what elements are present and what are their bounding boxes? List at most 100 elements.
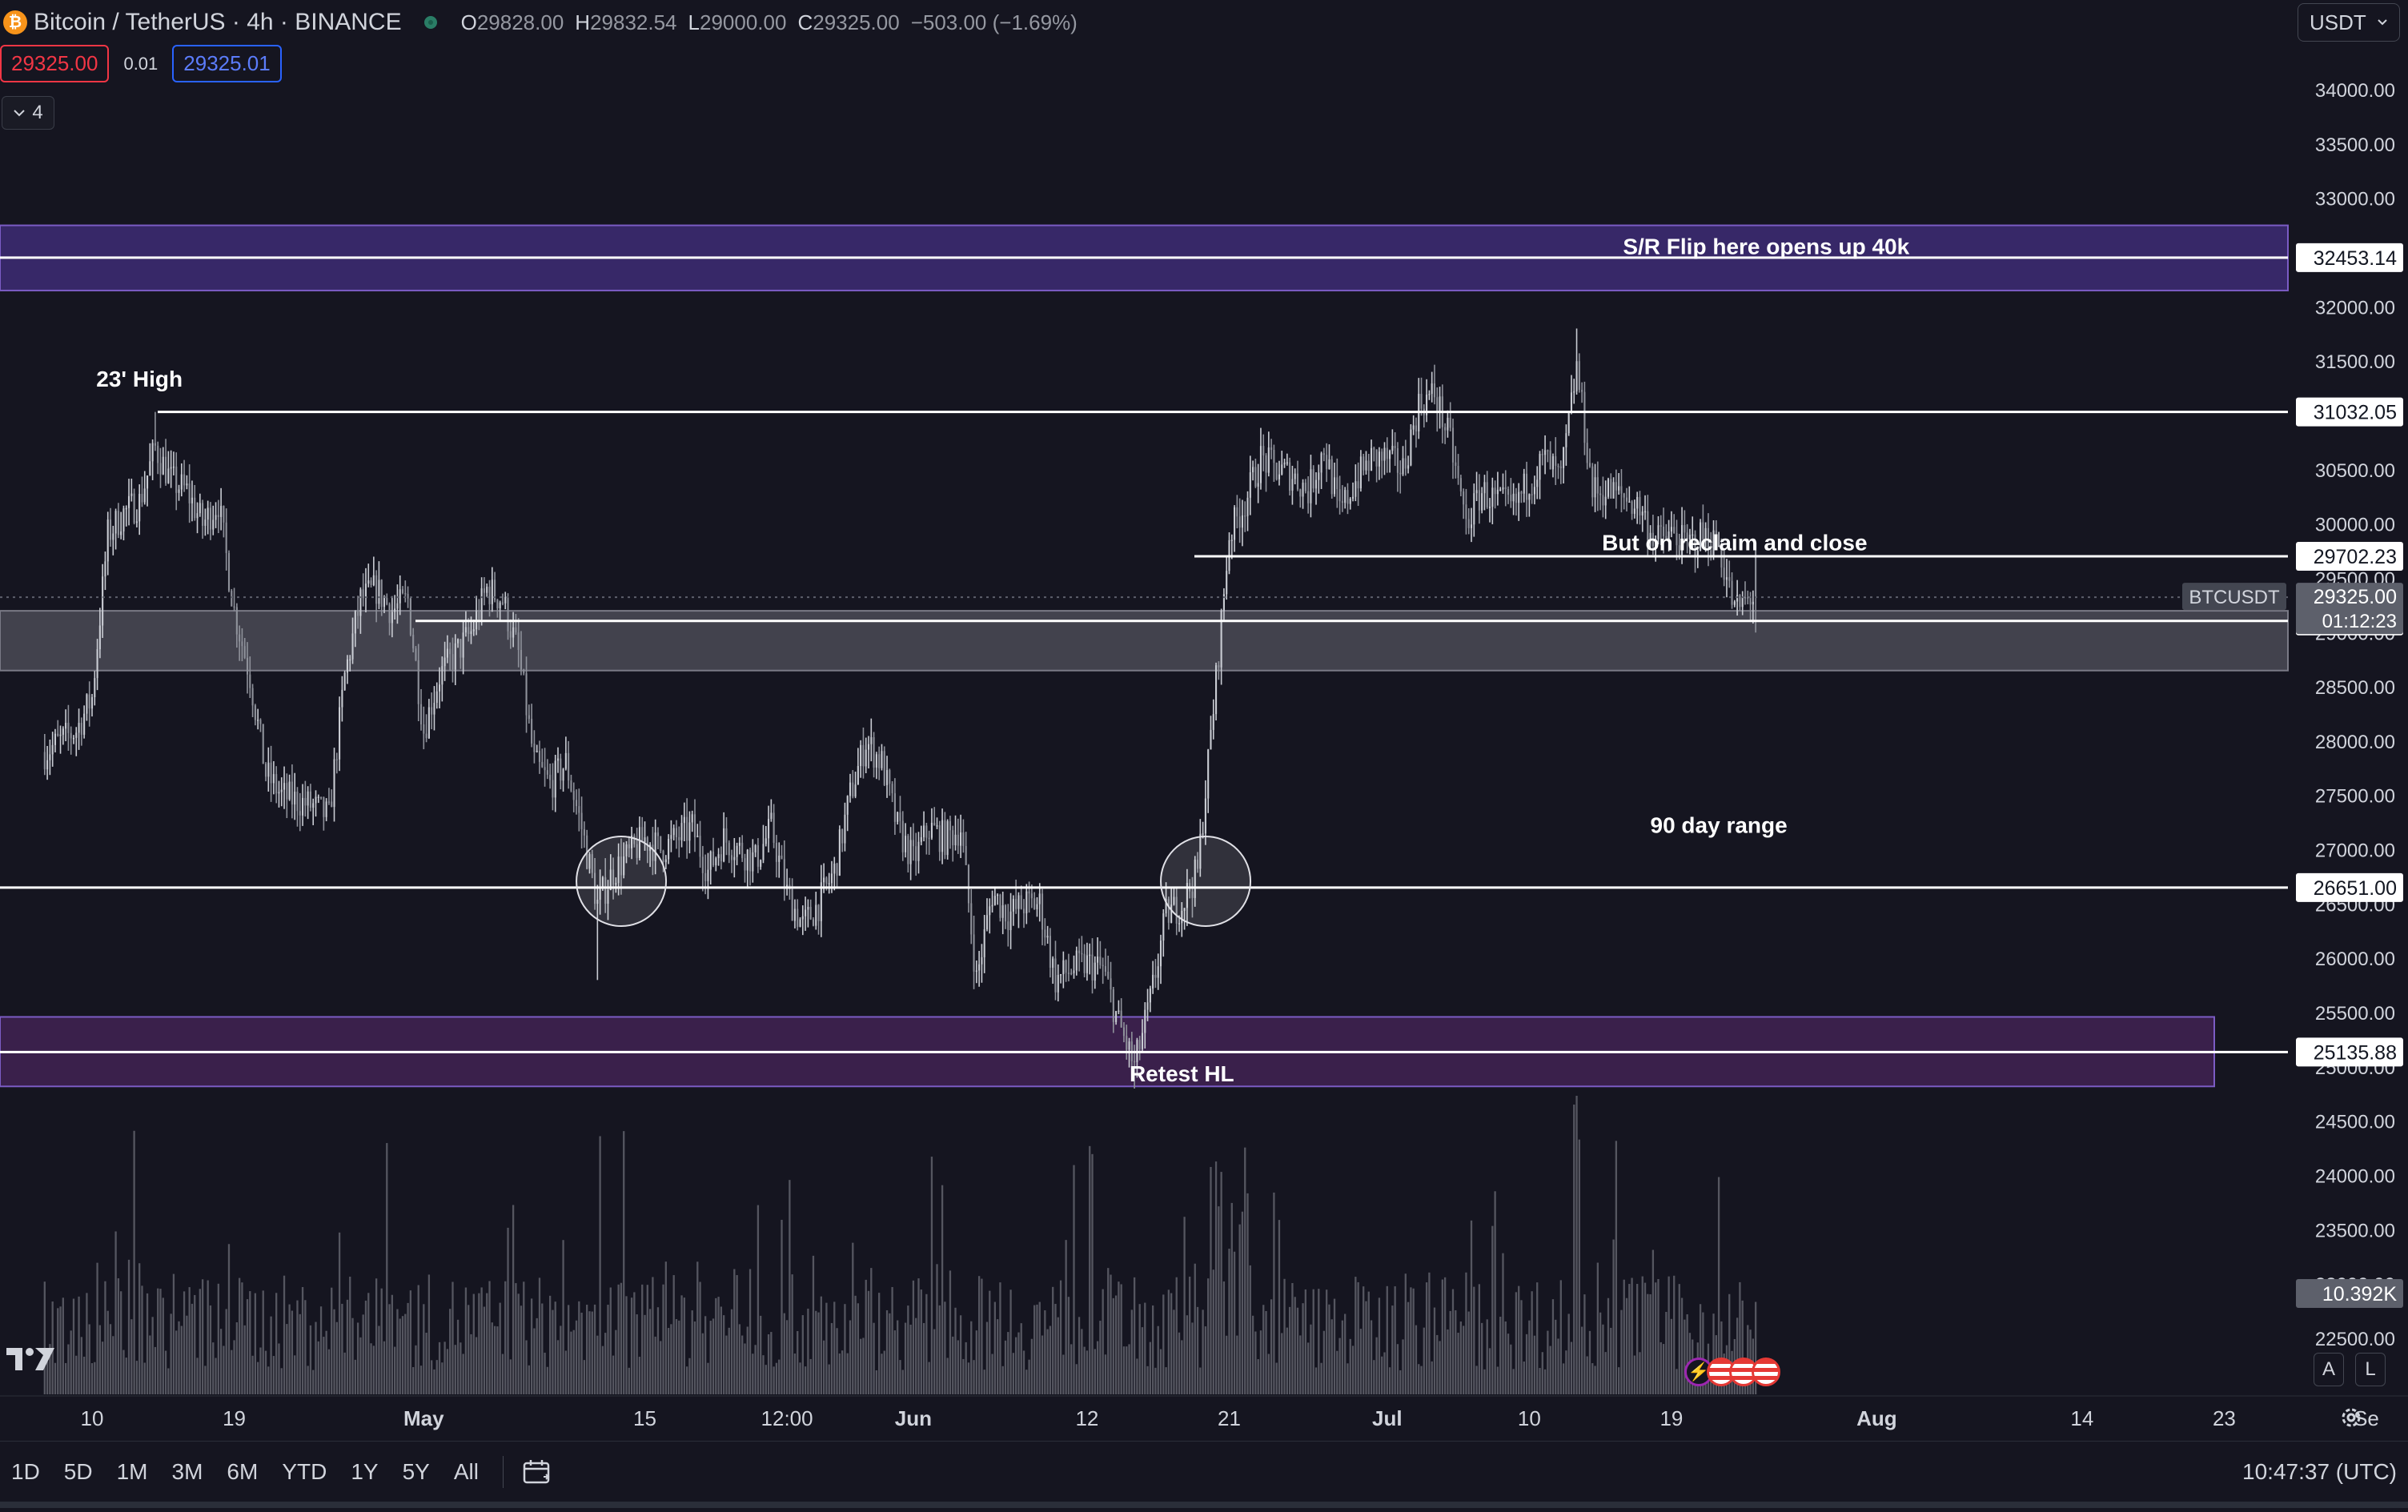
volume-bar — [235, 1321, 239, 1394]
auto-scale-button[interactable]: A — [2314, 1353, 2344, 1386]
candle-body — [186, 483, 188, 486]
candle-body — [170, 467, 172, 469]
tradingview-logo-icon[interactable] — [5, 1343, 58, 1375]
volume-bar — [601, 1346, 604, 1394]
candle-body — [773, 812, 775, 843]
range-button-5d[interactable]: 5D — [63, 1459, 93, 1484]
buy-button[interactable]: 29325.01 — [172, 45, 282, 82]
volume-bar — [623, 1131, 625, 1394]
volume-bar — [64, 1362, 67, 1394]
volume-bar — [604, 1333, 607, 1394]
volume-bar — [870, 1268, 873, 1394]
sell-button[interactable]: 29325.00 — [0, 45, 110, 82]
volume-bar — [1336, 1350, 1338, 1394]
utc-clock[interactable]: 10:47:37 (UTC) — [2242, 1459, 2397, 1484]
price-tick-label: 28500.00 — [2315, 677, 2395, 699]
candle-body — [1041, 893, 1044, 930]
economic-events[interactable]: ⚡ — [1684, 1358, 1780, 1386]
candle-body — [1404, 458, 1407, 469]
candle-body — [812, 919, 815, 926]
us-flag-icon[interactable] — [1752, 1358, 1780, 1386]
candle-body — [1596, 477, 1599, 494]
candle-body — [917, 841, 920, 861]
range-button-1m[interactable]: 1M — [116, 1459, 148, 1484]
symbol-title[interactable]: Bitcoin / TetherUS · 4h · BINANCE — [34, 9, 402, 35]
candle-body — [1670, 527, 1672, 532]
candle-body — [1246, 497, 1249, 516]
market-status-icon[interactable] — [423, 16, 437, 29]
volume-bar — [491, 1322, 493, 1394]
volume-bar — [1128, 1344, 1130, 1394]
range-button-1d[interactable]: 1D — [11, 1459, 40, 1484]
volume-bar — [1465, 1272, 1467, 1394]
volume-bar — [1583, 1294, 1586, 1394]
candle-body — [433, 703, 435, 715]
volume-bar — [830, 1322, 833, 1394]
volume-bar — [151, 1317, 154, 1394]
volume-bar — [359, 1337, 362, 1394]
volume-bar — [127, 1259, 130, 1394]
candle-body — [280, 789, 283, 792]
candle-body — [1704, 527, 1707, 539]
candle-body — [1660, 525, 1662, 527]
volume-bar — [1214, 1161, 1218, 1394]
range-button-1y[interactable]: 1Y — [351, 1459, 379, 1484]
candle-body — [1083, 953, 1086, 973]
volume-bar — [472, 1293, 475, 1394]
level-price-tag — [2296, 243, 2403, 272]
range-button-ytd[interactable]: YTD — [282, 1459, 327, 1484]
gear-icon[interactable] — [2338, 1404, 2365, 1431]
time-tick-label: May — [403, 1406, 444, 1430]
volume-bar — [451, 1281, 454, 1394]
candle-body — [973, 934, 975, 972]
volume-bar — [920, 1289, 922, 1394]
candle-body — [1639, 496, 1641, 515]
volume-bar — [752, 1354, 754, 1394]
candle-body — [862, 744, 865, 767]
candle-body — [893, 793, 896, 822]
calendar-icon[interactable] — [523, 1459, 552, 1485]
candle-body — [783, 859, 785, 888]
volume-bar — [270, 1316, 272, 1394]
trade-prices: 29325.00 0.01 29325.01 — [0, 45, 282, 82]
indicators-toggle-button[interactable]: 4 — [2, 96, 54, 130]
candle-body — [1573, 391, 1575, 393]
candle-body — [512, 627, 515, 638]
volume-bar — [468, 1305, 470, 1394]
range-button-all[interactable]: All — [453, 1459, 479, 1484]
candle-body — [1067, 973, 1070, 974]
candle-body — [1657, 525, 1660, 539]
log-scale-button[interactable]: L — [2355, 1353, 2386, 1386]
volume-bar — [1001, 1366, 1004, 1394]
candle-body — [549, 774, 552, 780]
range-button-5y[interactable]: 5Y — [402, 1459, 430, 1484]
candle-body — [83, 713, 86, 735]
candle-body — [1539, 454, 1541, 480]
candle-body — [654, 832, 656, 861]
volume-bar — [238, 1277, 241, 1394]
volume-bar — [117, 1278, 120, 1394]
price-tick-label: 32000.00 — [2315, 297, 2395, 319]
volume-bar — [1318, 1289, 1320, 1394]
volume-bar — [364, 1300, 367, 1394]
candle-body — [67, 723, 70, 733]
candle-body — [1191, 891, 1194, 898]
candle-body — [1599, 493, 1602, 495]
candle-body — [188, 483, 191, 503]
range-buttons: 1D 5D 1M 3M 6M YTD 1Y 5Y All — [0, 1456, 485, 1488]
volume-bar — [254, 1293, 257, 1394]
candle-body — [1218, 665, 1220, 668]
candle-body — [1094, 962, 1096, 981]
volume-bar — [378, 1326, 380, 1394]
candle-body — [143, 488, 146, 503]
volume-bar — [1580, 1326, 1583, 1394]
range-button-6m[interactable]: 6M — [227, 1459, 259, 1484]
volume-bar — [1588, 1330, 1591, 1394]
volume-bar — [1226, 1335, 1228, 1394]
range-button-3m[interactable]: 3M — [171, 1459, 203, 1484]
currency-select[interactable]: USDT — [2298, 3, 2400, 42]
volume-bar — [1673, 1275, 1676, 1394]
candle-body — [552, 780, 554, 798]
volume-bar — [1404, 1273, 1407, 1394]
